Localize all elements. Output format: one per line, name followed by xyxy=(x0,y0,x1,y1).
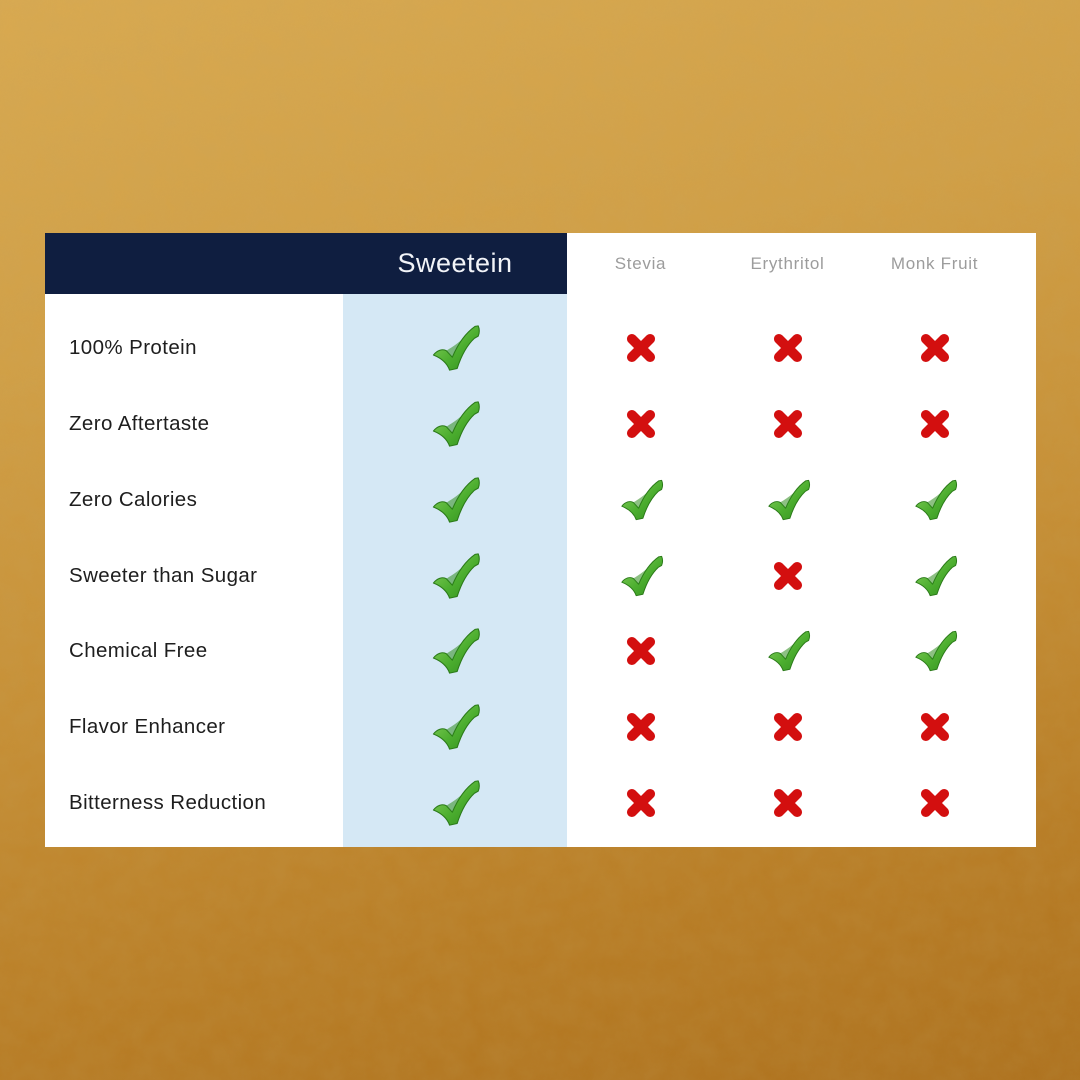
check-icon xyxy=(911,476,959,524)
mark-cell-sweetein xyxy=(343,765,567,841)
cross-icon xyxy=(769,784,807,822)
check-icon xyxy=(911,552,959,600)
cross-icon xyxy=(769,329,807,367)
mark-cell-monk-fruit xyxy=(861,538,1008,614)
mark-cell-sweetein xyxy=(343,689,567,765)
product-header-band: Sweetein xyxy=(45,233,567,294)
mark-cell-sweetein xyxy=(343,462,567,538)
table-body: 100% Protein Zero xyxy=(45,294,1036,847)
feature-label: 100% Protein xyxy=(69,335,197,359)
mark-cell-monk-fruit xyxy=(861,689,1008,765)
check-icon xyxy=(911,627,959,675)
cross-icon xyxy=(622,329,660,367)
mark-cell-monk-fruit xyxy=(861,386,1008,462)
check-icon xyxy=(764,476,812,524)
product-name: Sweetein xyxy=(397,248,513,278)
mark-cell-monk-fruit xyxy=(861,613,1008,689)
table-row: Sweeter than Sugar xyxy=(45,538,1008,614)
mark-cell-monk-fruit xyxy=(861,765,1008,841)
cross-icon xyxy=(769,708,807,746)
column-header-monk-fruit: Monk Fruit xyxy=(890,253,979,273)
mark-cell-erythritol xyxy=(714,613,861,689)
mark-cell-erythritol xyxy=(714,538,861,614)
feature-label: Flavor Enhancer xyxy=(69,715,226,739)
table-row: Zero Calories xyxy=(45,462,1008,538)
mark-cell-stevia xyxy=(567,386,714,462)
check-icon xyxy=(428,397,482,451)
mark-cell-erythritol xyxy=(714,689,861,765)
cross-icon xyxy=(916,784,954,822)
mark-cell-sweetein xyxy=(343,310,567,386)
feature-label: Zero Calories xyxy=(69,487,198,511)
mark-cell-sweetein xyxy=(343,613,567,689)
table-row: Chemical Free xyxy=(45,613,1008,689)
check-icon xyxy=(617,476,665,524)
sweetein-highlight-column xyxy=(343,294,567,847)
cross-icon xyxy=(769,557,807,595)
cross-icon xyxy=(622,405,660,443)
mark-cell-erythritol xyxy=(714,310,861,386)
mark-cell-sweetein xyxy=(343,386,567,462)
check-icon xyxy=(428,624,482,678)
mark-cell-monk-fruit xyxy=(861,310,1008,386)
mark-cell-monk-fruit xyxy=(861,462,1008,538)
table-row: 100% Protein xyxy=(45,310,1008,386)
feature-label: Sweeter than Sugar xyxy=(69,563,258,587)
cross-icon xyxy=(622,784,660,822)
mark-cell-stevia xyxy=(567,462,714,538)
comparison-card: Sweetein Stevia Erythritol Monk Fruit 10… xyxy=(45,233,1036,847)
table-row: Zero Aftertaste xyxy=(45,386,1008,462)
column-header-erythritol: Erythritol xyxy=(750,253,825,273)
mark-cell-erythritol xyxy=(714,386,861,462)
check-icon xyxy=(764,627,812,675)
check-icon xyxy=(428,776,482,830)
column-header-stevia: Stevia xyxy=(614,253,667,273)
check-icon xyxy=(428,321,482,375)
feature-label: Chemical Free xyxy=(69,639,208,663)
table-row: Bitterness Reduction xyxy=(45,765,1008,841)
check-icon xyxy=(617,552,665,600)
mark-cell-erythritol xyxy=(714,462,861,538)
feature-label: Bitterness Reduction xyxy=(69,791,267,815)
check-icon xyxy=(428,473,482,527)
cross-icon xyxy=(622,632,660,670)
cross-icon xyxy=(769,405,807,443)
mark-cell-stevia xyxy=(567,613,714,689)
cross-icon xyxy=(916,329,954,367)
check-icon xyxy=(428,549,482,603)
feature-label: Zero Aftertaste xyxy=(69,411,210,435)
mark-cell-sweetein xyxy=(343,538,567,614)
mark-cell-stevia xyxy=(567,765,714,841)
cross-icon xyxy=(622,708,660,746)
mark-cell-erythritol xyxy=(714,765,861,841)
cross-icon xyxy=(916,405,954,443)
cross-icon xyxy=(916,708,954,746)
mark-cell-stevia xyxy=(567,538,714,614)
table-header: Sweetein Stevia Erythritol Monk Fruit xyxy=(45,233,1036,294)
table-row: Flavor Enhancer xyxy=(45,689,1008,765)
mark-cell-stevia xyxy=(567,689,714,765)
mark-cell-stevia xyxy=(567,310,714,386)
check-icon xyxy=(428,700,482,754)
